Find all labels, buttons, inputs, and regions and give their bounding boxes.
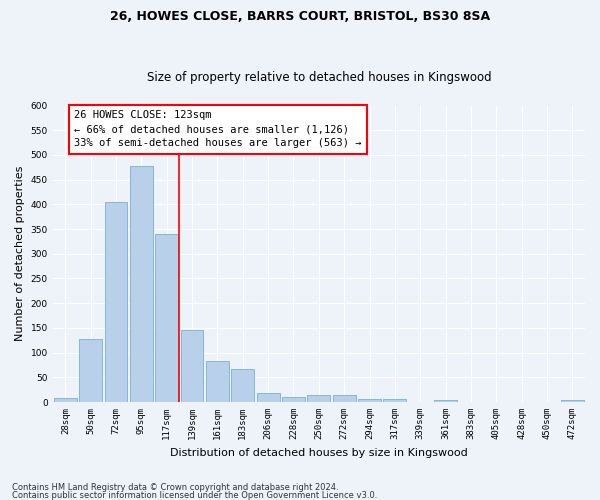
Bar bbox=[54, 398, 77, 402]
Bar bbox=[206, 360, 229, 402]
Text: Contains public sector information licensed under the Open Government Licence v3: Contains public sector information licen… bbox=[12, 490, 377, 500]
Bar bbox=[104, 202, 127, 402]
Y-axis label: Number of detached properties: Number of detached properties bbox=[15, 166, 25, 342]
Title: Size of property relative to detached houses in Kingswood: Size of property relative to detached ho… bbox=[146, 70, 491, 84]
Text: 26, HOWES CLOSE, BARRS COURT, BRISTOL, BS30 8SA: 26, HOWES CLOSE, BARRS COURT, BRISTOL, B… bbox=[110, 10, 490, 23]
Bar bbox=[257, 393, 280, 402]
Bar bbox=[181, 330, 203, 402]
Bar bbox=[79, 340, 102, 402]
Bar bbox=[358, 398, 381, 402]
X-axis label: Distribution of detached houses by size in Kingswood: Distribution of detached houses by size … bbox=[170, 448, 468, 458]
Bar bbox=[383, 398, 406, 402]
Bar bbox=[434, 400, 457, 402]
Bar bbox=[561, 400, 584, 402]
Bar bbox=[130, 166, 153, 402]
Text: Contains HM Land Registry data © Crown copyright and database right 2024.: Contains HM Land Registry data © Crown c… bbox=[12, 484, 338, 492]
Bar bbox=[232, 369, 254, 402]
Bar bbox=[155, 234, 178, 402]
Bar bbox=[282, 396, 305, 402]
Bar bbox=[333, 394, 356, 402]
Bar bbox=[307, 394, 330, 402]
Text: 26 HOWES CLOSE: 123sqm
← 66% of detached houses are smaller (1,126)
33% of semi-: 26 HOWES CLOSE: 123sqm ← 66% of detached… bbox=[74, 110, 362, 148]
